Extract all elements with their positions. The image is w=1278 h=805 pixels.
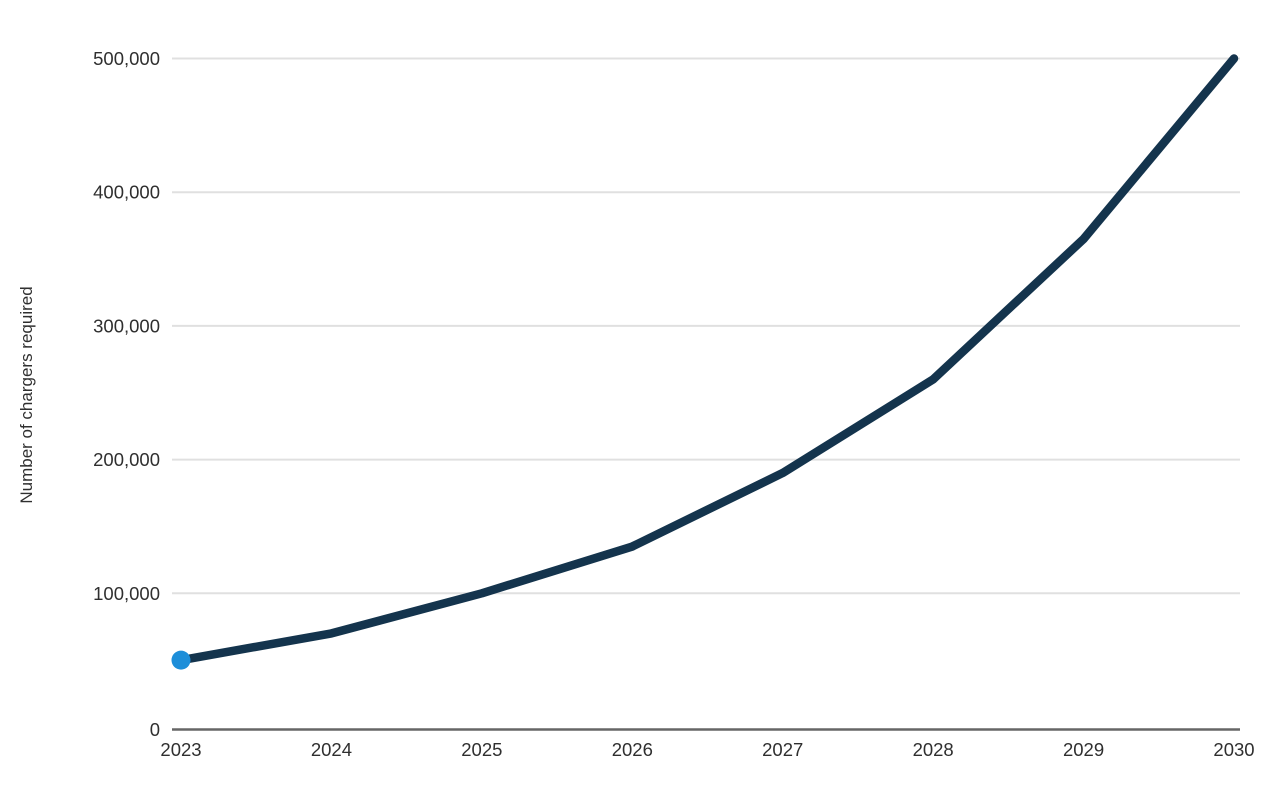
y-tick-label: 0 bbox=[150, 719, 160, 740]
series-layer bbox=[171, 54, 1239, 670]
x-tick-label: 2030 bbox=[1213, 739, 1254, 760]
x-tick-label: 2024 bbox=[311, 739, 352, 760]
x-tick-label: 2027 bbox=[762, 739, 803, 760]
y-tick-label: 300,000 bbox=[93, 315, 160, 336]
y-tick-label: 400,000 bbox=[93, 182, 160, 203]
x-tick-label: 2025 bbox=[461, 739, 502, 760]
y-tick-label: 200,000 bbox=[93, 449, 160, 470]
x-tick-label: 2028 bbox=[913, 739, 954, 760]
y-axis-title: Number of chargers required bbox=[17, 286, 36, 503]
gridline-layer bbox=[172, 57, 1240, 595]
first-point-marker bbox=[171, 650, 191, 670]
y-tick-label: 100,000 bbox=[93, 583, 160, 604]
series-line bbox=[176, 54, 1239, 665]
y-tick-label: 500,000 bbox=[93, 48, 160, 69]
x-tick-label: 2023 bbox=[160, 739, 201, 760]
x-tick-label: 2026 bbox=[612, 739, 653, 760]
tick-label-layer: 0 100,000 200,000 300,000 400,000 500,000 2023… bbox=[93, 48, 1254, 760]
x-tick-label: 2029 bbox=[1063, 739, 1104, 760]
